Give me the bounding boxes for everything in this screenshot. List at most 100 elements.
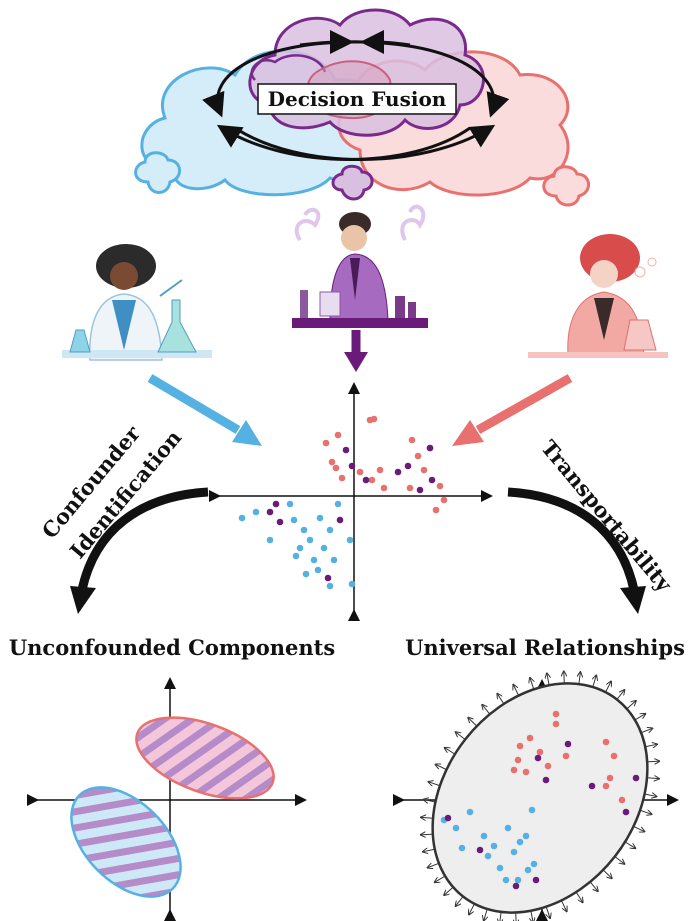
outward-arrow [513, 685, 520, 696]
outward-arrow [421, 817, 434, 818]
outward-arrow [589, 881, 598, 891]
purple-point [632, 774, 640, 782]
red-point [380, 484, 388, 492]
outward-arrow [497, 694, 505, 705]
arc-right [507, 487, 646, 614]
outward-arrow [500, 911, 501, 921]
red-point [338, 474, 346, 482]
outward-arrow [435, 875, 446, 882]
outward-arrow [633, 825, 645, 831]
outward-arrow [640, 728, 652, 734]
outward-arrow [547, 673, 549, 686]
blue-point [528, 806, 536, 814]
outward-arrow [444, 886, 454, 895]
red-point [432, 506, 440, 514]
outward-arrow [445, 748, 456, 755]
blue-point [530, 860, 538, 868]
outward-arrow [428, 862, 440, 867]
blue-point [302, 570, 310, 578]
blue-point [522, 832, 530, 840]
outward-arrow [579, 672, 580, 685]
outward-arrow [546, 906, 550, 918]
purple-point [348, 462, 356, 470]
purple-point [542, 776, 550, 784]
outward-arrow [644, 794, 657, 796]
red-point [406, 484, 414, 492]
blue-point [252, 508, 260, 516]
purple-point [362, 476, 370, 484]
red-point [356, 468, 364, 476]
purple-point [588, 782, 596, 790]
purple-point [444, 814, 452, 822]
outward-arrow [456, 732, 466, 740]
blue-point [326, 582, 334, 590]
arrow-blue [147, 374, 262, 446]
blue-point [334, 500, 342, 508]
outward-arrow [560, 900, 566, 911]
outward-arrow [647, 761, 659, 762]
outward-arrow [593, 676, 596, 688]
blue-point [514, 876, 522, 884]
red-point [510, 766, 518, 774]
blue-point [466, 808, 474, 816]
red-point [562, 752, 570, 760]
purple-point [342, 446, 350, 454]
red-point [552, 710, 560, 718]
purple-point [426, 444, 434, 452]
outward-arrow [614, 856, 624, 863]
purple-point [336, 516, 344, 524]
blue-point [330, 556, 338, 564]
outward-arrow [424, 800, 436, 802]
outward-arrow [575, 891, 583, 902]
blue-point [326, 526, 334, 534]
outward-arrow [531, 910, 533, 921]
red-point [522, 768, 530, 776]
outward-arrow [482, 705, 491, 715]
red-point [526, 734, 534, 742]
purple-point [416, 486, 424, 494]
universal-ellipse [431, 682, 649, 914]
blue-point [292, 552, 300, 560]
outward-arrows [421, 672, 659, 921]
red-point [408, 436, 416, 444]
blue-point [238, 514, 246, 522]
purple-point [564, 740, 572, 748]
red-point [606, 774, 614, 782]
purple-point [476, 846, 484, 854]
outward-arrow [645, 744, 657, 746]
scientist-red-icon [528, 234, 668, 358]
blue-point [484, 852, 492, 860]
red-point [334, 431, 342, 439]
outward-arrow [646, 778, 659, 779]
arrow-purple [344, 330, 368, 372]
blue-point [496, 864, 504, 872]
outward-arrow [456, 896, 464, 906]
blue-point [346, 536, 354, 544]
outward-arrow [423, 849, 435, 851]
outward-arrow [469, 903, 475, 915]
purple-point [428, 476, 436, 484]
purple-point [266, 508, 274, 516]
purple-point [394, 468, 402, 476]
red-point [618, 796, 626, 804]
blue-point [452, 824, 460, 832]
blue-point [316, 514, 324, 522]
scientist-blue-icon [62, 244, 212, 361]
outward-arrow [639, 810, 651, 814]
red-point [440, 496, 448, 504]
outward-arrow [421, 834, 433, 835]
red-point [420, 466, 428, 474]
red-point [436, 482, 444, 490]
outward-arrow [624, 841, 635, 848]
outward-arrow [436, 764, 447, 771]
red-point [602, 738, 610, 746]
red-point [376, 466, 384, 474]
red-point [544, 762, 552, 770]
arc-left [70, 487, 209, 614]
blue-point [490, 842, 498, 850]
red-point [368, 476, 376, 484]
purple-point [532, 876, 540, 884]
blue-point [348, 580, 356, 588]
